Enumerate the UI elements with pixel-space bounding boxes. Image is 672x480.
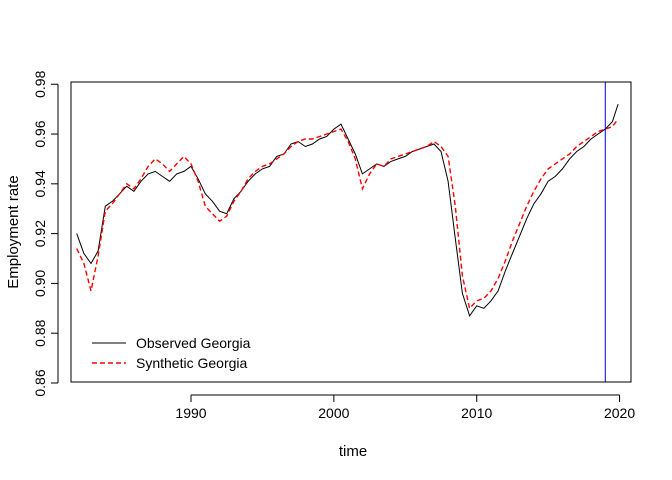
legend-label-2: Synthetic Georgia: [136, 355, 247, 371]
y-axis-label: Employment rate: [5, 175, 22, 288]
y-tick-label: 0.96: [32, 120, 48, 147]
y-axis: 0.86 0.88 0.90 0.92 0.94 0.96 0.98: [32, 70, 59, 397]
legend: Observed Georgia Synthetic Georgia: [92, 335, 251, 371]
x-axis: 1990 2000 2010 2020: [175, 394, 635, 421]
x-tick-label: 1990: [175, 405, 206, 421]
y-tick-label: 0.98: [32, 70, 48, 97]
series-layer: [76, 104, 619, 317]
y-tick-label: 0.88: [32, 319, 48, 346]
plot-frame: [70, 81, 632, 383]
y-tick-label: 0.90: [32, 270, 48, 297]
y-tick-label: 0.92: [32, 220, 48, 247]
x-tick-label: 2010: [461, 405, 492, 421]
x-tick-label: 2000: [318, 405, 349, 421]
series-line-2: [76, 118, 619, 310]
x-axis-label: time: [339, 443, 367, 460]
x-tick-label: 2020: [604, 405, 635, 421]
legend-label-1: Observed Georgia: [136, 335, 251, 351]
y-tick-label: 0.86: [32, 369, 48, 396]
series-line-1: [76, 104, 619, 317]
y-tick-label: 0.94: [32, 170, 48, 197]
